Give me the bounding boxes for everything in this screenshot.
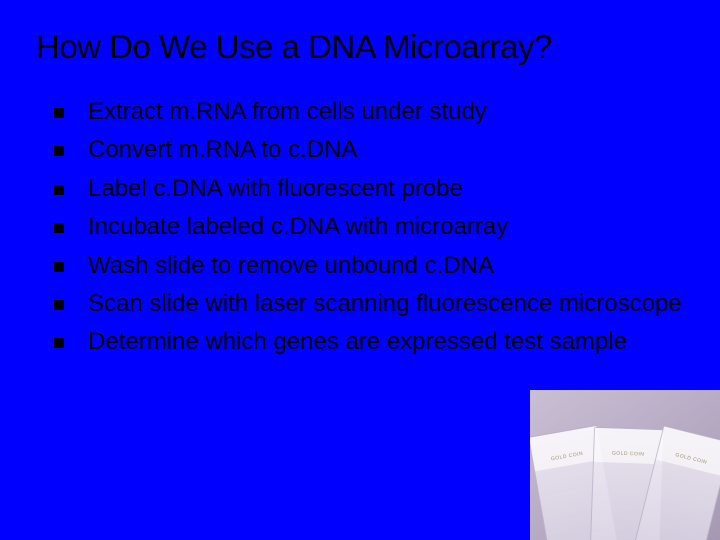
list-item: Incubate labeled c.DNA with microarray bbox=[54, 211, 684, 243]
list-item: Wash slide to remove unbound c.DNA bbox=[54, 250, 684, 282]
slide-label: GOLD COIN bbox=[656, 427, 720, 476]
slide-title: How Do We Use a DNA Microarray? bbox=[36, 28, 684, 66]
list-item: Scan slide with laser scanning fluoresce… bbox=[54, 288, 684, 320]
microscope-slides-image: GOLD COIN GOLD COIN GOLD COIN bbox=[530, 390, 720, 540]
list-item: Determine which genes are expressed test… bbox=[54, 326, 684, 358]
list-item: Convert m.RNA to c.DNA bbox=[54, 134, 684, 166]
slide-label: GOLD COIN bbox=[594, 428, 663, 464]
slide: How Do We Use a DNA Microarray? Extract … bbox=[0, 0, 720, 540]
list-item: Extract m.RNA from cells under study bbox=[54, 96, 684, 128]
slide-label: GOLD COIN bbox=[530, 426, 602, 471]
list-item: Label c.DNA with fluorescent probe bbox=[54, 173, 684, 205]
bullet-list: Extract m.RNA from cells under study Con… bbox=[36, 96, 684, 359]
